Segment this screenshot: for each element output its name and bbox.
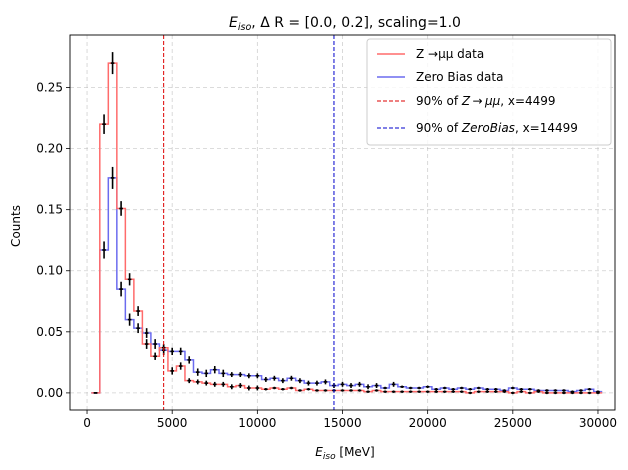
x-tick-label: 5000 — [157, 416, 188, 430]
vline-z-suffix: , x=4499 — [500, 94, 555, 108]
series-line-z-mumu — [91, 62, 603, 394]
vline-z-italic: Z → μμ — [461, 94, 501, 108]
legend-label-vline-zerobias: 90% of ZeroBias, x=14499 — [416, 121, 578, 135]
title-rest: , Δ R = [0.0, 0.2], scaling=1.0 — [251, 15, 461, 31]
x-tick-label: 20000 — [409, 416, 447, 430]
y-tick-label: 0.05 — [36, 325, 63, 339]
x-tick-label: 30000 — [579, 416, 617, 430]
legend-label-vline-z: 90% of Z → μμ, x=4499 — [416, 94, 556, 108]
vline-z-prefix: 90% of — [416, 94, 462, 108]
y-tick-label: 0.25 — [36, 81, 63, 95]
x-axis-ticks: 0 5000 10000 15000 20000 25000 30000 — [83, 410, 617, 430]
x-tick-label: 10000 — [238, 416, 276, 430]
y-tick-label: 0.00 — [36, 386, 63, 400]
y-tick-label: 0.10 — [36, 264, 63, 278]
y-tick-label: 0.20 — [36, 142, 63, 156]
xlabel-rest: [MeV] — [336, 445, 375, 459]
legend-label-zerobias: Zero Bias data — [416, 70, 503, 84]
x-tick-label: 0 — [83, 416, 91, 430]
vline-zerobias-prefix: 90% of — [416, 121, 462, 135]
y-tick-label: 0.15 — [36, 203, 63, 217]
xlabel-subscript: iso — [323, 452, 336, 462]
title-symbol: E — [229, 15, 238, 31]
error-bars — [93, 52, 600, 395]
x-axis-title: Eiso [MeV] — [315, 445, 374, 462]
xlabel-symbol: E — [315, 445, 323, 459]
x-tick-label: 25000 — [494, 416, 532, 430]
title-subscript: iso — [238, 22, 252, 33]
legend-box — [366, 38, 612, 146]
vline-zerobias-italic: ZeroBias — [461, 121, 515, 135]
legend: Z →μμ data Zero Bias data 90% of Z → μμ,… — [366, 38, 612, 146]
reference-lines — [163, 35, 335, 410]
y-axis-title: Counts — [9, 205, 23, 247]
chart-title: Eiso, Δ R = [0.0, 0.2], scaling=1.0 — [229, 15, 461, 33]
vline-zerobias-suffix: , x=14499 — [515, 121, 578, 135]
x-tick-label: 15000 — [323, 416, 361, 430]
y-axis-ticks: 0.00 0.05 0.10 0.15 0.20 0.25 — [36, 81, 70, 400]
legend-label-z: Z →μμ data — [416, 47, 484, 61]
